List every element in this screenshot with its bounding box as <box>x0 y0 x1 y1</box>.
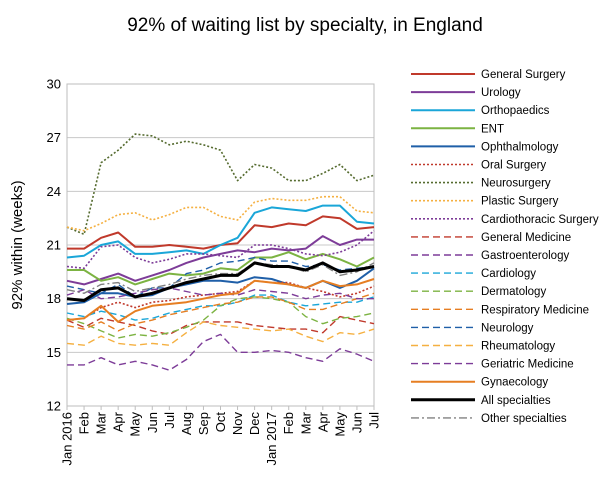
x-tick-label: Nov <box>230 412 245 436</box>
series-line-cardiothoracic-surgery <box>66 230 375 270</box>
legend-label: ENT <box>481 123 504 135</box>
x-tick-label: Jun <box>145 412 160 433</box>
legend-label: Gastroenterology <box>481 250 569 262</box>
series-line-orthopaedics <box>66 204 375 259</box>
legend-label: Dermatology <box>481 286 546 298</box>
series-line-neurosurgery <box>66 133 375 236</box>
legend-label: General Surgery <box>481 69 566 81</box>
y-tick-label: 30 <box>47 77 61 92</box>
series-line-other-specialties <box>66 262 375 294</box>
series-line-gastroenterology <box>67 333 375 371</box>
legend-label: General Medicine <box>481 232 571 244</box>
x-tick-label: Feb <box>77 412 92 434</box>
x-tick-label: Jul <box>162 412 177 429</box>
x-tick-label: Apr <box>111 411 126 432</box>
series-lines <box>66 133 375 371</box>
x-tick-label: Feb <box>281 412 296 434</box>
y-tick-label: 27 <box>47 130 61 145</box>
legend-label: Neurology <box>481 322 534 334</box>
x-tick-label: Dec <box>247 412 262 436</box>
legend-label: Cardiology <box>481 268 536 280</box>
series-line-all-specialties <box>66 261 375 302</box>
series-line-geriatric-medicine <box>66 287 374 300</box>
y-tick-label: 15 <box>47 345 61 360</box>
legend-label: Respiratory Medicine <box>481 304 589 316</box>
legend-label: Other specialties <box>481 413 567 425</box>
legend-label: Ophthalmology <box>481 141 559 153</box>
x-tick-label: Mar <box>298 411 313 434</box>
x-tick-label: Aug <box>179 412 194 435</box>
x-tick-label: Jan 2016 <box>60 412 75 466</box>
x-tick-label: Sep <box>196 412 211 435</box>
y-tick-label: 24 <box>47 184 61 199</box>
x-tick-label: Jan 2017 <box>264 412 279 466</box>
y-tick-label: 21 <box>47 238 61 253</box>
legend-label: Rheumatology <box>481 341 555 353</box>
legend-label: Oral Surgery <box>481 160 546 172</box>
series-line-rheumatology <box>66 321 375 346</box>
series-line-gynaecology <box>66 278 375 323</box>
series-line-urology <box>66 235 374 286</box>
y-axis-label: 92% within (weeks) <box>9 180 26 309</box>
legend-label: Neurosurgery <box>481 178 551 190</box>
x-tick-label: Oct <box>213 412 228 433</box>
x-tick-label: Apr <box>315 411 330 432</box>
legend-label: Orthopaedics <box>481 105 550 117</box>
legend-label: Gynaecology <box>481 377 548 389</box>
x-tick-label: Mar <box>94 411 109 434</box>
y-tick-label: 18 <box>47 291 61 306</box>
x-tick-label: May <box>128 412 143 437</box>
x-tick-label: May <box>332 412 347 437</box>
legend-label: Urology <box>481 87 521 99</box>
legend-label: Geriatric Medicine <box>481 359 574 371</box>
series-line-respiratory-medicine <box>66 292 375 332</box>
series-line-dermatology <box>66 296 375 339</box>
x-tick-label: Jun <box>349 412 364 433</box>
legend: General Surgery Urology Orthopaedics ENT Oph… <box>411 69 599 425</box>
chart-title: 92% of waiting list by specialty, in Eng… <box>127 15 483 36</box>
y-tick-label: 12 <box>47 399 61 414</box>
x-tick-label: Jul <box>367 412 382 429</box>
legend-label: Plastic Surgery <box>481 196 559 208</box>
x-axis-ticks: Jan 2016 Feb Mar Apr May Jun Jul Aug Sep Oct Nov De… <box>60 406 382 466</box>
series-line-ent <box>67 251 375 286</box>
y-axis-ticks: 12 15 18 21 24 27 30 <box>47 77 61 414</box>
legend-label: Cardiothoracic Surgery <box>481 214 599 226</box>
series-line-neurology <box>66 256 375 298</box>
legend-label: All specialties <box>481 395 551 407</box>
